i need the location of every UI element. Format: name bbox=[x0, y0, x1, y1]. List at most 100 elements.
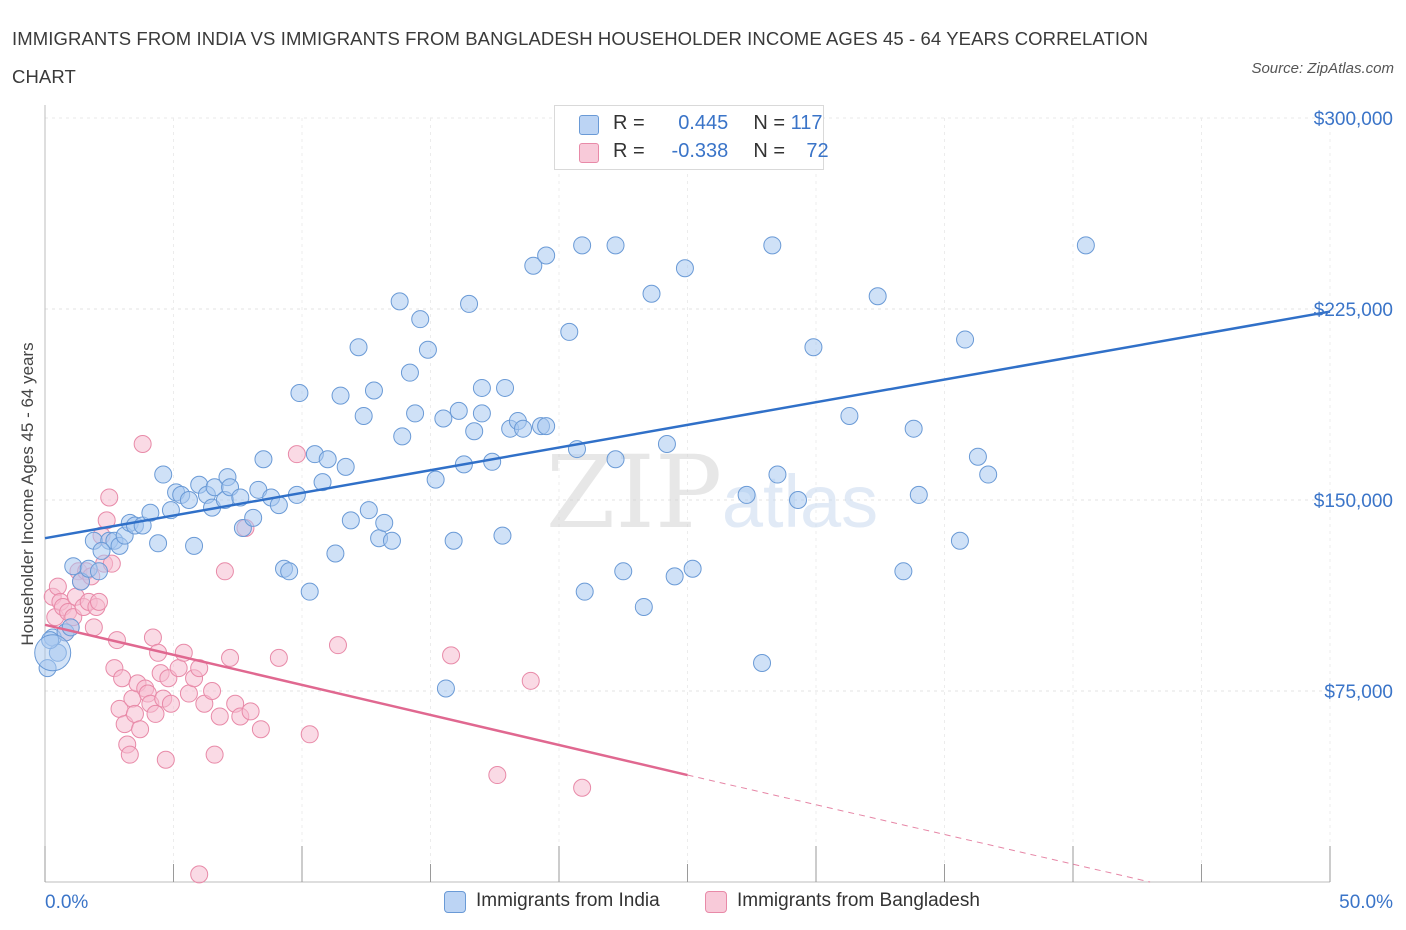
bangladesh-point bbox=[156, 750, 175, 769]
india-point bbox=[326, 544, 345, 563]
india-point bbox=[493, 526, 512, 545]
india-point bbox=[665, 567, 684, 586]
india-point bbox=[560, 322, 579, 341]
india-point bbox=[956, 330, 975, 349]
bangladesh-point bbox=[328, 636, 347, 655]
india-point bbox=[349, 338, 368, 357]
bangladesh-point bbox=[573, 778, 592, 797]
india-point bbox=[336, 457, 355, 476]
india-point bbox=[634, 597, 653, 616]
india-point bbox=[444, 531, 463, 550]
india-point-cluster bbox=[34, 634, 72, 672]
india-point bbox=[185, 536, 204, 555]
x-tick-label-min: 0.0% bbox=[45, 892, 88, 913]
y-tick-label: $75,000 bbox=[1324, 682, 1393, 703]
india-point bbox=[92, 541, 111, 560]
bangladesh-point bbox=[488, 766, 507, 785]
bangladesh-point bbox=[251, 720, 270, 739]
india-point bbox=[804, 338, 823, 357]
bangladesh-point bbox=[84, 618, 103, 637]
bangladesh-point bbox=[97, 511, 116, 530]
india-point bbox=[426, 470, 445, 489]
bangladesh-point bbox=[161, 694, 180, 713]
india-point bbox=[524, 256, 543, 275]
india-point bbox=[331, 386, 350, 405]
india-point bbox=[354, 406, 373, 425]
legend-n-value-india: 117 bbox=[790, 112, 823, 134]
india-point bbox=[950, 531, 969, 550]
bangladesh-point bbox=[190, 865, 209, 884]
bangladesh-point bbox=[210, 707, 229, 726]
india-point bbox=[89, 562, 108, 581]
bangladesh-point bbox=[133, 434, 152, 453]
bangladesh-point bbox=[521, 671, 540, 690]
india-point bbox=[341, 511, 360, 530]
india-point bbox=[149, 534, 168, 553]
legend-r-label-bangladesh: R = bbox=[613, 140, 645, 162]
india-point bbox=[496, 378, 515, 397]
india-point bbox=[318, 450, 337, 469]
legend-text-india: R = 0.445 N = 117 bbox=[613, 112, 823, 135]
india-point bbox=[300, 582, 319, 601]
india-point bbox=[406, 404, 425, 423]
india-point bbox=[359, 501, 378, 520]
india-point bbox=[393, 427, 412, 446]
india-point bbox=[460, 294, 479, 313]
legend-n-label-bangladesh: N = bbox=[753, 140, 786, 162]
india-point bbox=[909, 485, 928, 504]
bangladesh-point bbox=[269, 648, 288, 667]
bangladesh-point bbox=[89, 592, 108, 611]
legend-swatch-bangladesh bbox=[579, 143, 599, 163]
bottom-legend-label-india: Immigrants from India bbox=[476, 890, 660, 911]
india-point bbox=[768, 465, 787, 484]
india-point bbox=[573, 236, 592, 255]
india-point bbox=[472, 404, 491, 423]
chart-title: IMMIGRANTS FROM INDIA VS IMMIGRANTS FROM… bbox=[12, 28, 1149, 87]
india-point bbox=[575, 582, 594, 601]
bangladesh-point bbox=[221, 648, 240, 667]
india-point bbox=[418, 340, 437, 359]
bangladesh-point bbox=[113, 669, 132, 688]
india-point bbox=[465, 422, 484, 441]
bottom-legend-swatch-bangladesh bbox=[705, 891, 727, 913]
trend-lines bbox=[44, 310, 1331, 883]
bangladesh-point bbox=[169, 659, 188, 678]
india-point bbox=[411, 310, 430, 329]
bangladesh-point bbox=[48, 577, 67, 596]
india-point bbox=[231, 488, 250, 507]
india-point bbox=[1076, 236, 1095, 255]
legend-n-label-india: N = bbox=[753, 112, 786, 134]
bangladesh-point bbox=[131, 720, 150, 739]
india-point bbox=[436, 679, 455, 698]
correlation-legend: R = 0.445 N = 117 R = -0.338 N = 72 bbox=[554, 105, 829, 170]
axes bbox=[44, 105, 1331, 883]
india-point bbox=[683, 559, 702, 578]
y-tick-label: $225,000 bbox=[1314, 300, 1393, 321]
india-point bbox=[606, 450, 625, 469]
bangladesh-point bbox=[287, 445, 306, 464]
india-point bbox=[868, 287, 887, 306]
india-point bbox=[642, 284, 661, 303]
bottom-legend-label-bangladesh: Immigrants from Bangladesh bbox=[737, 890, 980, 911]
tick-labels: $75,000 $150,000 $225,000 $300,000 0.0% 50.0% bbox=[45, 109, 1393, 913]
india-point bbox=[894, 562, 913, 581]
india-point bbox=[537, 417, 556, 436]
bangladesh-point bbox=[241, 702, 260, 721]
india-point bbox=[614, 562, 633, 581]
india-point bbox=[364, 381, 383, 400]
india-point bbox=[657, 434, 676, 453]
india-point bbox=[313, 473, 332, 492]
y-tick-label: $150,000 bbox=[1314, 491, 1393, 512]
india-point bbox=[280, 562, 299, 581]
india-point bbox=[449, 401, 468, 420]
india-point bbox=[375, 513, 394, 532]
india-point bbox=[606, 236, 625, 255]
bangladesh-point bbox=[100, 488, 119, 507]
india-point bbox=[979, 465, 998, 484]
india-point bbox=[675, 259, 694, 278]
india-point bbox=[154, 465, 173, 484]
india-point bbox=[737, 485, 756, 504]
bangladesh-point bbox=[146, 704, 165, 723]
bangladesh-point bbox=[203, 682, 222, 700]
